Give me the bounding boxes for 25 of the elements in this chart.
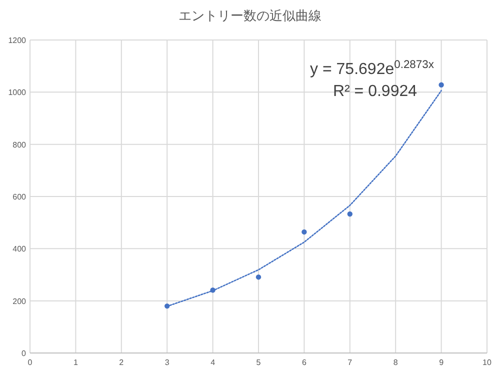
point xyxy=(347,211,352,217)
point xyxy=(302,229,307,235)
x-tick-label: 2 xyxy=(119,358,124,367)
x-tick-label: 8 xyxy=(393,358,398,367)
y-tick-label: 400 xyxy=(12,244,27,254)
annotation: R² = 0.9924 xyxy=(332,83,418,100)
chart-title: エントリー数の近似曲線 xyxy=(178,8,322,23)
x-tick-label: 10 xyxy=(482,358,492,367)
x-tick-label: 6 xyxy=(302,358,307,367)
x-tick-label: 3 xyxy=(164,358,170,367)
y-tick-label: 0 xyxy=(22,349,27,358)
x-tick-label: 5 xyxy=(256,358,262,367)
y-tick-label: 1000 xyxy=(8,88,27,98)
x-tick-label: 0 xyxy=(28,358,33,367)
y-tick-label: 200 xyxy=(12,296,27,306)
x-tick-label: 4 xyxy=(210,358,216,367)
x-tick-label: 1 xyxy=(73,358,78,367)
y-tick-label: 800 xyxy=(12,140,27,150)
point xyxy=(256,274,262,280)
x-tick-label: 9 xyxy=(439,358,444,367)
point xyxy=(438,82,444,88)
y-tick-label: 600 xyxy=(12,192,27,202)
y-tick-label: 1200 xyxy=(8,36,27,45)
x-tick-label: 7 xyxy=(348,358,353,367)
annotation: y = 75.692e$^{0.2873x}$ xyxy=(310,59,434,78)
